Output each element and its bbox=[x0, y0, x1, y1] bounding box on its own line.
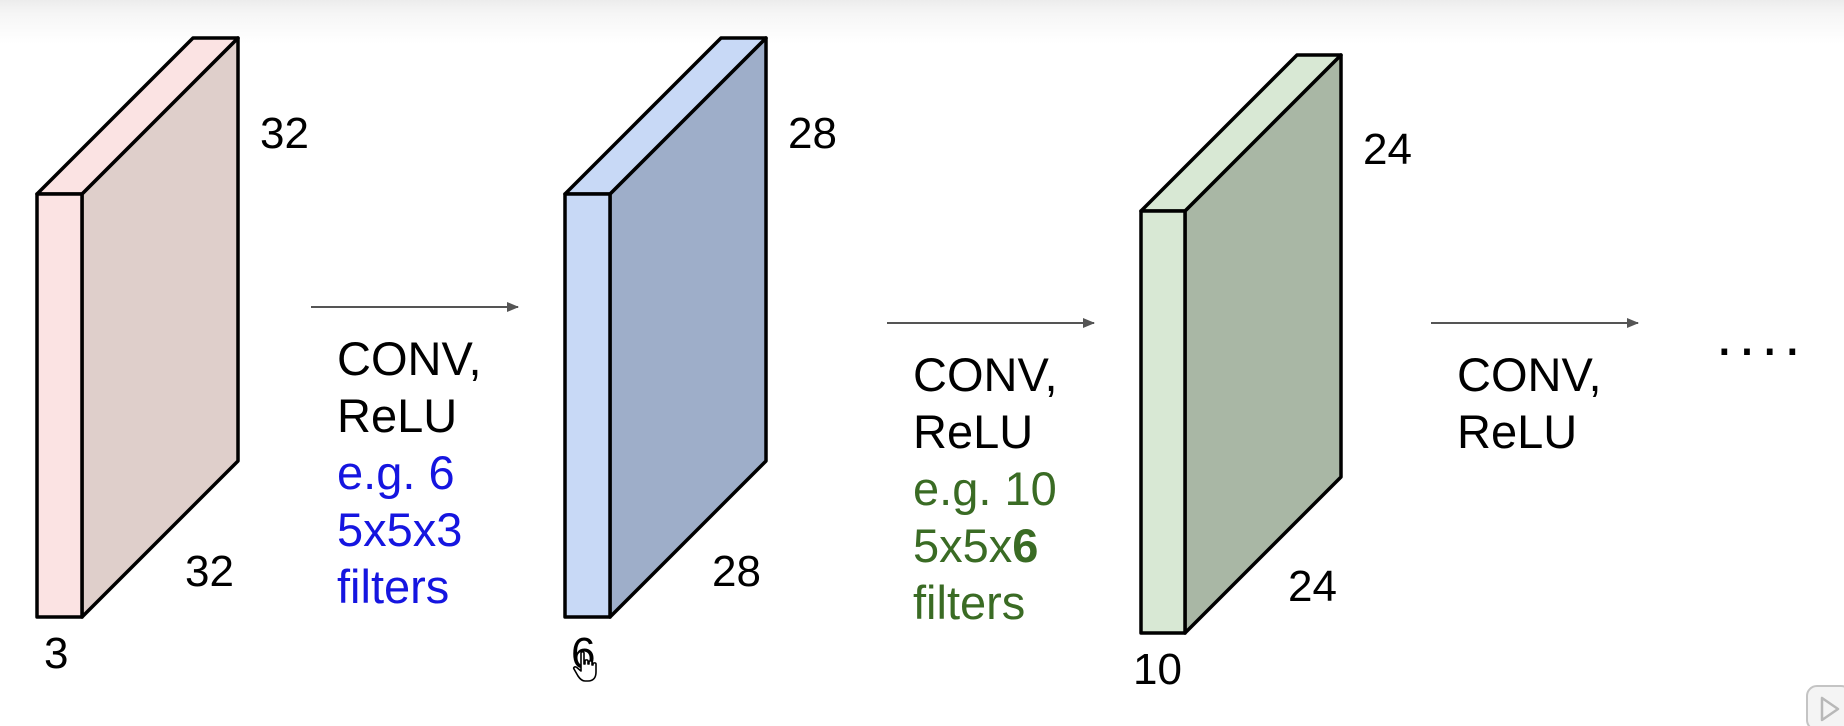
step1-caption: CONV, ReLU e.g. 6 5x5x3 filters bbox=[337, 330, 482, 615]
step2-example-line3: filters bbox=[913, 576, 1026, 629]
step2-example-line2: 5x5x6 bbox=[913, 517, 1058, 574]
input-width-label: 32 bbox=[185, 547, 234, 596]
hand-cursor-icon bbox=[572, 651, 597, 682]
step3-op-line1: CONV, bbox=[1457, 348, 1602, 401]
conv2-output-front-face bbox=[1139, 209, 1187, 635]
step1-example-line1: e.g. 6 bbox=[337, 446, 455, 499]
continuation-dots: .... bbox=[1716, 301, 1807, 368]
input-height-label: 32 bbox=[260, 109, 309, 158]
step3-caption: CONV, ReLU bbox=[1457, 346, 1602, 460]
conv2-output-width-label: 24 bbox=[1288, 562, 1337, 611]
step2-example-line2-prefix: 5x5x bbox=[913, 519, 1013, 572]
step2-op-line1: CONV, bbox=[913, 348, 1058, 401]
step3-op-line2: ReLU bbox=[1457, 405, 1578, 458]
input-volume bbox=[35, 36, 240, 619]
step2-example-line2-bold: 6 bbox=[1012, 519, 1039, 572]
conv1-output-front-face bbox=[563, 192, 612, 619]
player-control-icon[interactable] bbox=[1806, 680, 1844, 726]
step1-example-line3: filters bbox=[337, 560, 450, 613]
conv2-output-depth-label: 10 bbox=[1133, 645, 1182, 694]
step2-example-line1: e.g. 10 bbox=[913, 462, 1057, 515]
conv1-output-volume bbox=[563, 36, 768, 619]
input-depth-label: 3 bbox=[44, 629, 69, 678]
step1-op-line1: CONV, bbox=[337, 332, 482, 385]
step2-caption: CONV, ReLU e.g. 10 5x5x6 filters bbox=[913, 346, 1058, 631]
step1-op-line2: ReLU bbox=[337, 389, 458, 442]
conv2-output-volume bbox=[1139, 53, 1343, 635]
conv1-output-width-label: 28 bbox=[712, 547, 761, 596]
step2-op-line2: ReLU bbox=[913, 405, 1034, 458]
input-volume-front-face bbox=[35, 192, 84, 619]
conv1-output-height-label: 28 bbox=[788, 109, 837, 158]
step1-example-line2: 5x5x3 bbox=[337, 503, 463, 556]
conv2-output-height-label: 24 bbox=[1363, 125, 1412, 174]
